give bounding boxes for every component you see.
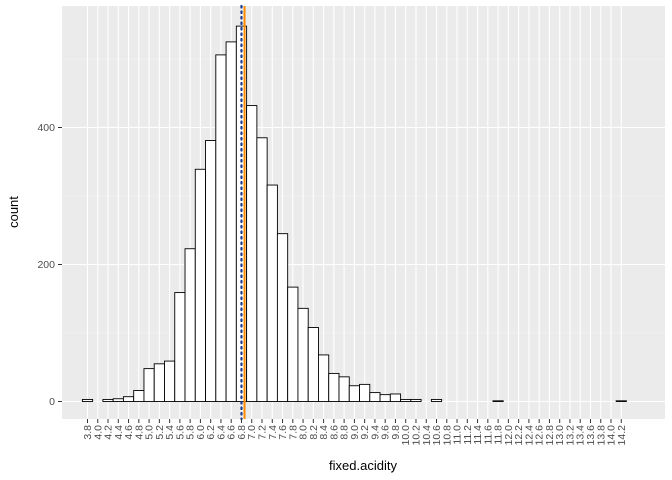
bars — [81, 25, 627, 402]
x-tick-label: 11.6 — [482, 425, 494, 445]
bar — [174, 292, 186, 402]
x-tick-label: 9.2 — [359, 425, 371, 440]
x-tick-label: 11.4 — [472, 425, 484, 445]
bar — [215, 54, 227, 402]
x-tick-label: 4.0 — [92, 425, 104, 440]
x-tick-label: 9.0 — [349, 425, 361, 440]
x-tick-label: 4.4 — [113, 425, 125, 440]
bar — [307, 327, 319, 402]
x-tick-label: 10.4 — [421, 425, 433, 446]
reference-lines — [240, 4, 246, 421]
x-tick-label: 10.6 — [431, 425, 443, 446]
bar — [348, 385, 360, 402]
x-tick-label: 9.8 — [390, 425, 402, 440]
bar — [338, 376, 350, 402]
x-tick-label: 5.8 — [185, 425, 197, 440]
x-axis: 3.84.04.24.44.64.85.05.25.45.65.86.06.26… — [82, 419, 628, 445]
bar — [184, 248, 196, 402]
x-tick-label: 8.2 — [308, 425, 320, 440]
x-tick-label: 7.4 — [267, 425, 279, 440]
x-tick-label: 6.2 — [205, 425, 217, 440]
x-tick-label: 6.0 — [195, 425, 207, 440]
bar — [369, 392, 381, 402]
x-tick-label: 6.6 — [226, 425, 238, 440]
bar — [194, 168, 206, 402]
x-tick-label: 13.0 — [554, 425, 566, 446]
bar — [318, 354, 330, 402]
bar — [246, 105, 258, 402]
plot-panel — [62, 6, 665, 419]
x-tick-label: 13.8 — [595, 425, 607, 446]
x-tick-label: 10.2 — [410, 425, 422, 446]
bar — [205, 140, 217, 402]
bar — [359, 383, 371, 402]
x-tick-label: 11.0 — [452, 425, 464, 445]
bar — [328, 372, 340, 402]
x-tick-label: 5.2 — [154, 425, 166, 440]
x-tick-label: 8.4 — [318, 425, 330, 440]
x-tick-label: 8.6 — [328, 425, 340, 440]
x-tick-label: 10.8 — [441, 425, 453, 446]
x-tick-label: 6.4 — [215, 425, 227, 440]
x-axis-title: fixed.acidity — [329, 458, 397, 473]
y-axis-title: count — [6, 196, 21, 228]
x-tick-label: 7.2 — [257, 425, 269, 440]
x-tick-label: 10.0 — [400, 425, 412, 446]
x-tick-label: 4.6 — [123, 425, 135, 440]
x-tick-label: 13.2 — [564, 425, 576, 446]
bar — [410, 398, 422, 402]
bar — [102, 398, 114, 402]
x-tick-label: 12.0 — [503, 425, 515, 446]
x-tick-label: 13.4 — [575, 425, 587, 446]
y-tick-label: 0 — [49, 396, 55, 408]
bar — [122, 396, 135, 402]
bar — [297, 307, 309, 402]
x-tick-label: 5.4 — [164, 425, 176, 440]
x-tick-label: 5.0 — [144, 425, 156, 440]
x-tick-label: 8.0 — [298, 425, 310, 440]
bar — [256, 137, 268, 402]
x-tick-label: 12.2 — [513, 425, 525, 446]
x-tick-label: 9.4 — [369, 425, 381, 440]
bar — [276, 233, 289, 402]
bar — [112, 398, 124, 402]
bar — [287, 286, 299, 402]
bar — [492, 400, 504, 402]
bar — [133, 390, 145, 402]
bar — [430, 398, 443, 402]
y-tick-label: 200 — [37, 259, 55, 271]
x-tick-label: 12.4 — [523, 425, 535, 446]
x-tick-label: 11.8 — [493, 425, 505, 445]
bar — [225, 41, 237, 402]
bar — [379, 394, 391, 402]
x-tick-label: 9.6 — [380, 425, 392, 440]
x-tick-label: 12.8 — [544, 425, 556, 446]
x-tick-label: 3.8 — [82, 425, 94, 440]
x-tick-label: 5.6 — [174, 425, 186, 440]
x-tick-label: 14.0 — [606, 425, 618, 446]
bar — [164, 360, 176, 402]
x-tick-label: 7.8 — [287, 425, 299, 440]
x-tick-label: 4.2 — [103, 425, 115, 440]
bar — [153, 363, 165, 402]
x-tick-label: 13.6 — [585, 425, 597, 446]
bar — [615, 400, 627, 402]
x-tick-label: 6.8 — [236, 425, 248, 440]
x-tick-label: 12.6 — [534, 425, 546, 446]
bar — [389, 393, 402, 402]
x-tick-label: 14.2 — [616, 425, 628, 446]
bar — [400, 398, 412, 402]
y-axis: 0 200 400 — [37, 122, 62, 408]
y-tick-label: 400 — [37, 122, 55, 134]
x-tick-label: 7.6 — [277, 425, 289, 440]
bar — [143, 368, 155, 402]
x-tick-label: 7.0 — [246, 425, 258, 440]
x-tick-label: 8.8 — [339, 425, 351, 440]
bar — [266, 184, 278, 402]
x-tick-label: 4.8 — [133, 425, 145, 440]
bar — [81, 398, 94, 402]
x-tick-label: 11.2 — [462, 425, 474, 445]
